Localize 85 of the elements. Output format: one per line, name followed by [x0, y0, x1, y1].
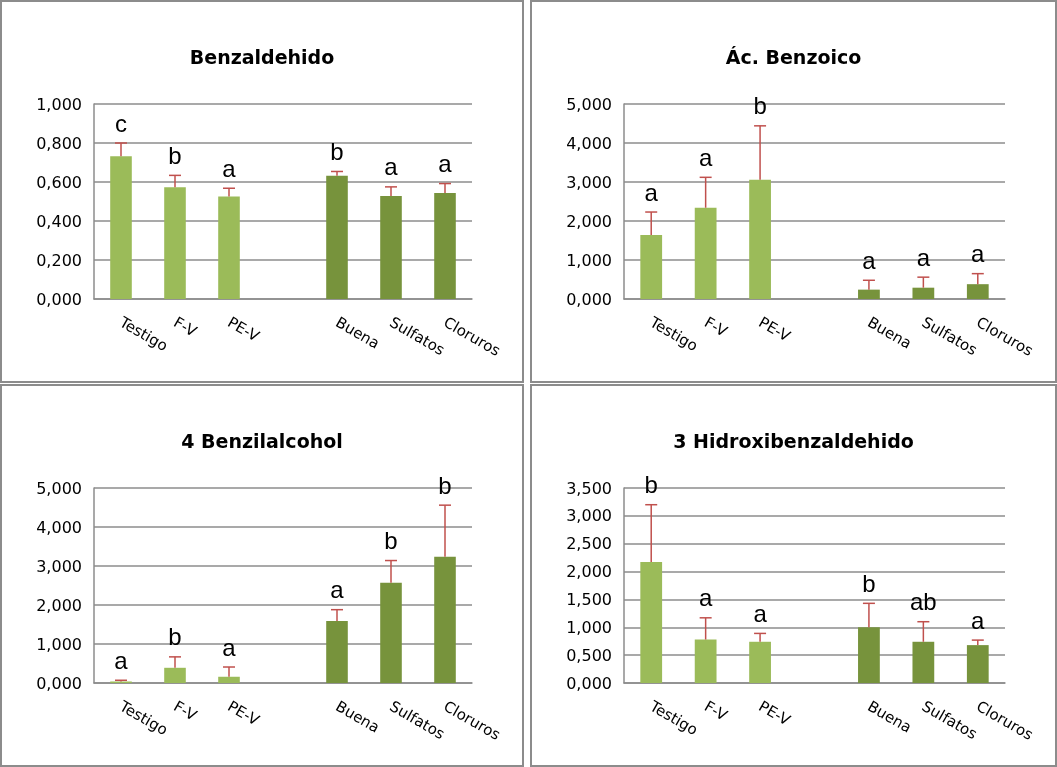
y-tick-label: 0,000 [36, 289, 82, 309]
bar [110, 156, 132, 299]
chart-title: 3 Hidroxibenzaldehido [673, 429, 914, 452]
y-tick-label: 5,000 [566, 94, 612, 114]
x-tick-label: PE-V [224, 697, 263, 730]
chart-title: Ác. Benzoico [725, 45, 862, 68]
annotation: b [384, 527, 398, 555]
annotation: a [698, 143, 713, 171]
bar [912, 641, 935, 683]
y-tick-label: 4,000 [566, 133, 612, 153]
y-tick-label: 4,000 [36, 517, 82, 537]
x-tick-label: F-V [701, 313, 732, 341]
y-tick-label: 1,000 [36, 94, 82, 114]
bar [966, 284, 989, 299]
y-tick-label: 0,400 [36, 211, 82, 231]
y-tick-label: 1,500 [566, 589, 612, 609]
annotation: b [438, 471, 452, 499]
y-tick-label: 0,000 [566, 673, 612, 693]
annotation: a [971, 240, 986, 268]
x-tick-label: F-V [701, 697, 732, 725]
bar [218, 676, 240, 683]
annotation: a [644, 178, 659, 206]
y-tick-label: 1,000 [36, 634, 82, 654]
x-tick-label: PE-V [755, 313, 795, 346]
y-tick-label: 1,000 [566, 617, 612, 637]
x-tick-label: PE-V [224, 313, 263, 346]
y-tick-label: 2,000 [566, 211, 612, 231]
bar [749, 179, 771, 299]
bar [640, 235, 663, 299]
annotation: b [168, 141, 182, 169]
annotation: b [168, 623, 182, 651]
y-tick-label: 2,000 [36, 595, 82, 615]
annotation: a [862, 246, 877, 274]
y-tick-label: 3,000 [566, 506, 612, 526]
annotation: b [644, 471, 658, 499]
annotation: a [114, 646, 129, 674]
annotation: a [330, 576, 345, 604]
bar [380, 196, 402, 299]
bar [694, 207, 717, 299]
bar [218, 196, 240, 299]
bar [749, 641, 771, 683]
annotation: b [862, 569, 876, 597]
annotation: a [222, 633, 237, 661]
bar [326, 620, 348, 683]
y-tick-label: 0,500 [566, 645, 612, 665]
y-tick-label: 5,000 [36, 478, 82, 498]
bar [640, 562, 663, 683]
annotation: c [115, 109, 127, 137]
y-tick-label: 0,000 [566, 289, 612, 309]
bar [694, 639, 717, 683]
annotation: ab [910, 588, 937, 616]
y-tick-label: 1,000 [566, 250, 612, 270]
bar [434, 193, 456, 299]
x-tick-label: PE-V [755, 697, 795, 730]
y-tick-label: 3,500 [566, 478, 612, 498]
y-tick-label: 0,200 [36, 250, 82, 270]
y-tick-label: 0,600 [36, 172, 82, 192]
y-tick-label: 3,000 [36, 556, 82, 576]
bar [434, 556, 456, 683]
bar [164, 187, 186, 299]
chart-title: Benzaldehido [189, 45, 335, 68]
y-tick-label: 2,000 [566, 562, 612, 582]
annotation: b [330, 137, 344, 165]
y-tick-label: 2,500 [566, 534, 612, 554]
annotation: a [438, 150, 453, 178]
y-tick-label: 0,800 [36, 133, 82, 153]
bar [164, 667, 186, 683]
chart-title: 4 Benzilalcohol [181, 429, 343, 452]
bar [858, 289, 880, 299]
x-tick-label: F-V [170, 313, 201, 341]
annotation: a [753, 599, 768, 627]
annotation: b [753, 92, 767, 120]
annotation: a [698, 584, 713, 612]
annotation: a [916, 243, 931, 271]
bar [912, 287, 935, 299]
annotation: a [222, 154, 237, 182]
bar [966, 645, 989, 683]
annotation: a [971, 606, 986, 634]
y-tick-label: 0,000 [36, 673, 82, 693]
bar [326, 175, 348, 299]
x-tick-label: F-V [170, 697, 201, 725]
y-tick-label: 3,000 [566, 172, 612, 192]
bar [380, 582, 402, 683]
annotation: a [384, 153, 399, 181]
bar [858, 627, 880, 683]
